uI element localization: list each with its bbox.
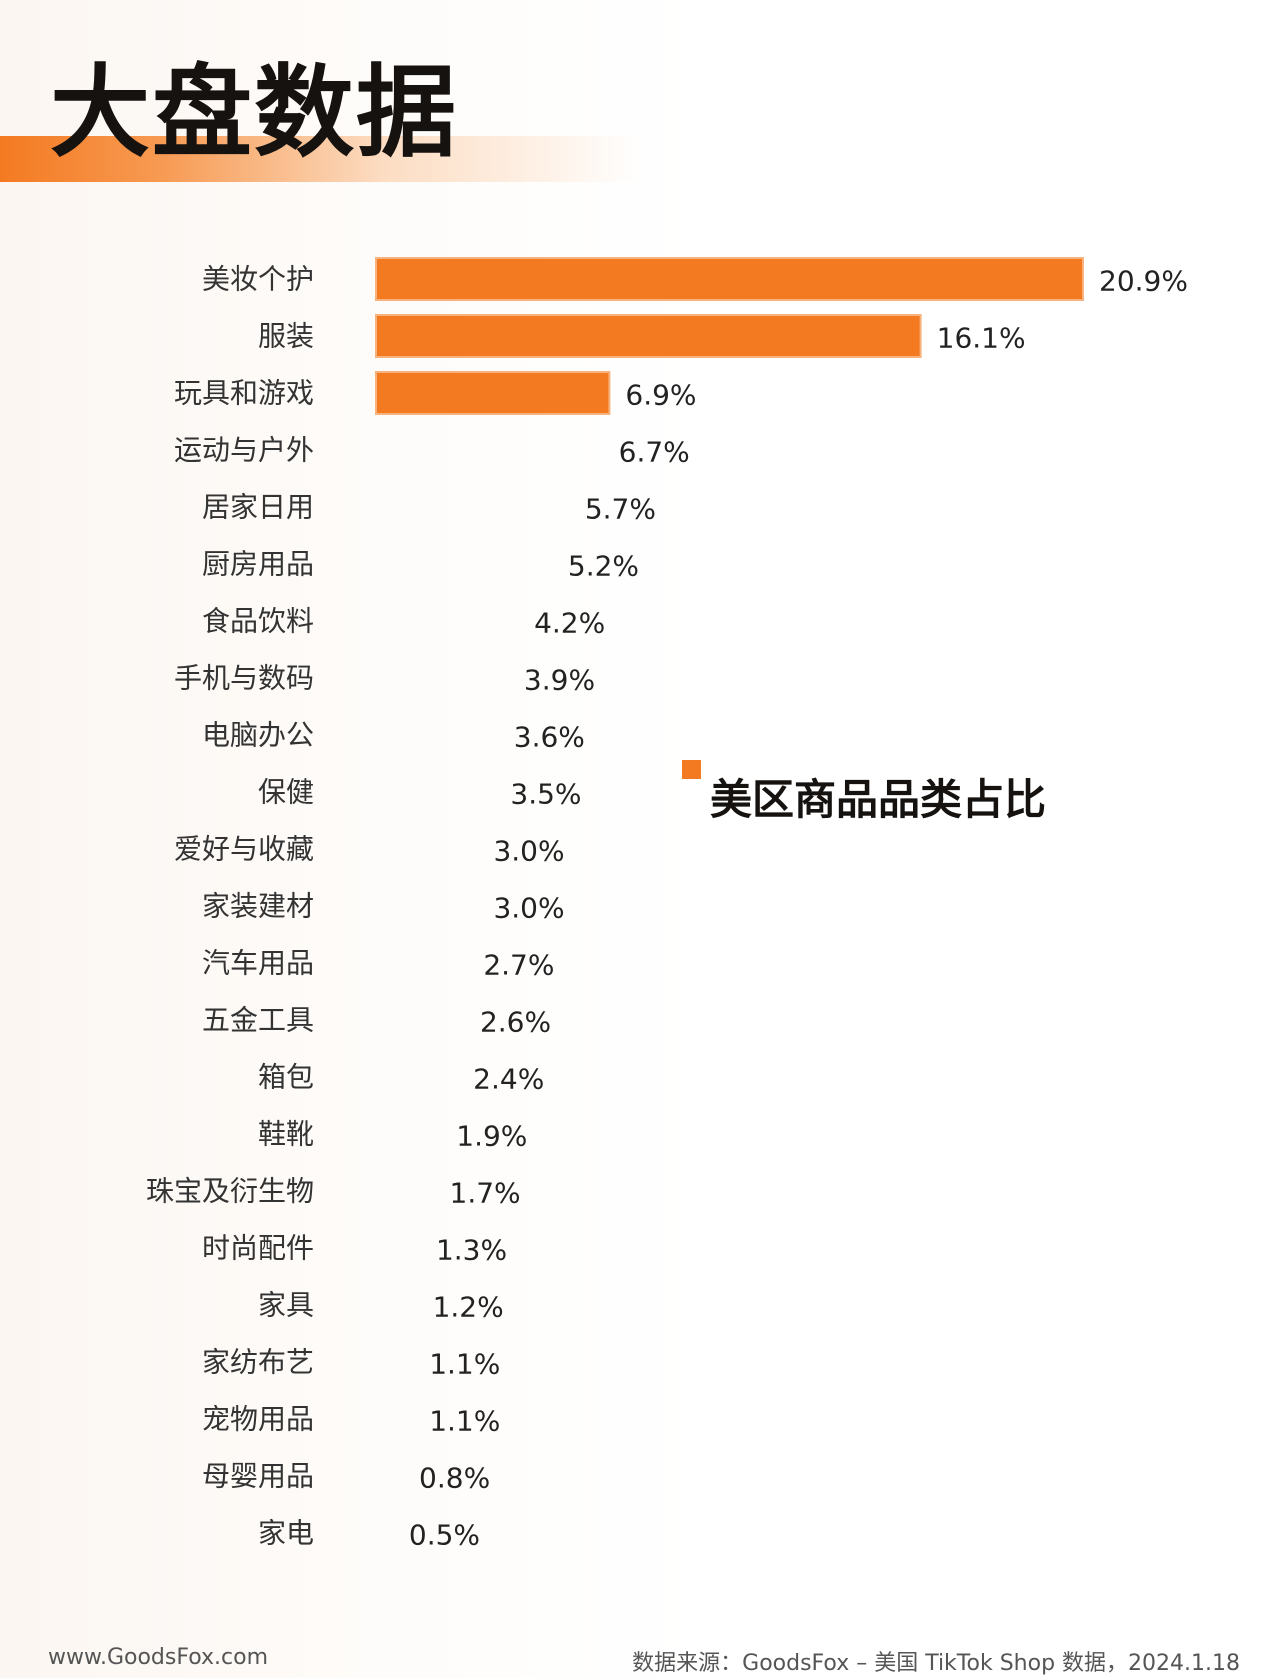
category-label: 汽车用品 (202, 947, 314, 980)
category-label: 手机与数码 (174, 662, 314, 695)
legend-label: 美区商品品类占比 (710, 775, 1047, 824)
value-label: 3.9% (524, 664, 595, 697)
value-label: 20.9% (1099, 265, 1188, 298)
category-label: 玩具和游戏 (174, 377, 314, 410)
bar (375, 257, 1084, 301)
value-label: 2.4% (473, 1063, 544, 1096)
value-label: 1.1% (429, 1405, 500, 1438)
value-label: 5.7% (585, 493, 656, 526)
category-label: 家具 (258, 1289, 314, 1322)
value-label: 1.3% (436, 1234, 507, 1267)
value-label: 1.1% (429, 1348, 500, 1381)
category-label: 爱好与收藏 (174, 833, 314, 866)
category-label: 运动与户外 (174, 434, 314, 467)
title-accent-band (0, 136, 640, 182)
value-label: 3.5% (510, 778, 581, 811)
value-label: 2.6% (480, 1006, 551, 1039)
category-label: 家纺布艺 (202, 1346, 314, 1379)
category-label: 厨房用品 (202, 548, 314, 581)
value-label: 1.7% (450, 1177, 521, 1210)
category-label: 服装 (258, 320, 314, 353)
value-label: 2.7% (483, 949, 554, 982)
value-label: 3.0% (493, 892, 564, 925)
category-label: 保健 (258, 776, 314, 809)
value-label: 1.2% (433, 1291, 504, 1324)
bar (375, 314, 922, 358)
category-label: 美妆个护 (202, 263, 314, 296)
footer-website: www.GoodsFox.com (48, 1645, 268, 1670)
value-label: 4.2% (534, 607, 605, 640)
category-label: 箱包 (258, 1061, 314, 1094)
value-label: 6.9% (625, 379, 696, 412)
category-share-bar-chart: 美妆个护 20.9% 服装 16.1% 玩具和游戏 6.9% 运动与户外 6.7% 居家日用 5.… (146, 257, 1188, 1552)
footer-data-source: 数据来源：GoodsFox – 美国 TikTok Shop 数据，2024.1… (632, 1651, 1240, 1676)
value-label: 3.0% (493, 835, 564, 868)
category-label: 家装建材 (202, 890, 314, 923)
value-label: 0.8% (419, 1462, 490, 1495)
category-label: 鞋靴 (258, 1118, 314, 1151)
value-label: 1.9% (456, 1120, 527, 1153)
legend-swatch (682, 760, 701, 779)
category-label: 珠宝及衍生物 (146, 1175, 314, 1208)
value-label: 3.6% (514, 721, 585, 754)
category-label: 电脑办公 (202, 719, 314, 752)
bar (375, 371, 611, 415)
category-label: 家电 (258, 1517, 314, 1550)
category-label: 居家日用 (202, 491, 314, 524)
category-label: 食品饮料 (202, 605, 314, 638)
value-label: 5.2% (568, 550, 639, 583)
category-label: 母婴用品 (202, 1460, 314, 1493)
value-label: 16.1% (937, 322, 1026, 355)
value-label: 0.5% (409, 1519, 480, 1552)
value-label: 6.7% (619, 436, 690, 469)
category-label: 五金工具 (202, 1004, 314, 1037)
page-title: 大盘数据 (50, 54, 458, 171)
category-label: 宠物用品 (202, 1403, 314, 1436)
category-label: 时尚配件 (202, 1232, 314, 1265)
